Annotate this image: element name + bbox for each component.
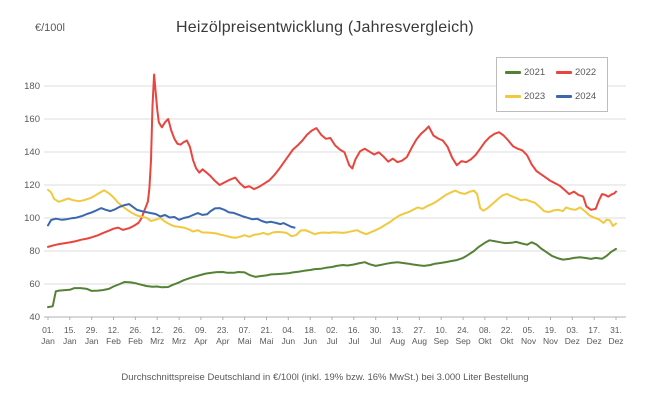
x-axis-tick-label-day: 16. <box>348 325 360 335</box>
x-axis-tick-label-month: Jul <box>370 336 381 346</box>
legend-swatch <box>556 70 572 74</box>
x-axis-tick-label-day: 21. <box>261 325 273 335</box>
y-axis-tick-label: 180 <box>24 81 40 92</box>
x-axis-tick-label-month: Sep <box>434 336 449 346</box>
x-axis-tick-label-day: 08. <box>479 325 491 335</box>
x-axis-tick-label-month: Jan <box>63 336 77 346</box>
legend-label: 2024 <box>575 91 597 103</box>
legend-item-2021: 2021 <box>505 67 545 78</box>
y-axis-tick-label: 140 <box>24 147 40 158</box>
x-axis-tick-label-month: Nov <box>521 336 537 346</box>
x-axis-tick-label-day: 30. <box>370 325 382 335</box>
x-axis-tick-label-day: 09. <box>195 325 207 335</box>
legend-item-2024: 2024 <box>556 91 596 102</box>
legend-item-2022: 2022 <box>556 67 596 78</box>
x-axis-tick-label-month: Dez <box>565 336 580 346</box>
x-axis-tick-label-month: Jul <box>327 336 338 346</box>
x-axis-tick-label-day: 15. <box>64 325 76 335</box>
x-axis-tick-label-day: 18. <box>304 325 316 335</box>
y-axis-tick-label: 60 <box>29 279 40 290</box>
y-axis-tick-label: 120 <box>24 180 40 191</box>
series-line-2022 <box>47 73 617 248</box>
x-axis-tick-label-month: Jan <box>41 336 55 346</box>
x-axis-tick-label-month: Mrz <box>150 336 164 346</box>
x-axis-tick-label-day: 10. <box>435 325 447 335</box>
x-axis-tick-label-month: Aug <box>390 336 405 346</box>
x-axis-tick-label-day: 17. <box>588 325 600 335</box>
y-axis-tick-label: 100 <box>24 213 40 224</box>
chart-footnote: Durchschnittspreise Deutschland in €/100… <box>121 372 529 383</box>
legend-swatch <box>505 70 521 74</box>
x-axis-tick-label-day: 26. <box>129 325 141 335</box>
x-axis-tick-label-month: Mrz <box>172 336 186 346</box>
x-axis-tick-label-day: 31. <box>610 325 622 335</box>
series-line-2021 <box>47 239 617 309</box>
x-axis-tick-label-month: Jan <box>85 336 99 346</box>
legend-item-2023: 2023 <box>505 91 545 102</box>
x-axis-tick-label-month: Feb <box>106 336 121 346</box>
y-axis-unit-label: €/100l <box>35 22 65 34</box>
y-axis-tick-label: 80 <box>29 246 40 257</box>
chart-title: Heizölpreisentwicklung (Jahresvergleich) <box>176 19 474 36</box>
x-axis-tick-label-day: 03. <box>566 325 578 335</box>
x-axis-tick-label-day: 05. <box>523 325 535 335</box>
legend-label: 2021 <box>524 66 546 78</box>
x-axis-tick-label-month: Apr <box>194 336 207 346</box>
x-axis-tick-label-month: Jul <box>348 336 359 346</box>
y-axis-tick-label: 40 <box>29 312 40 323</box>
x-axis-tick-label-day: 02. <box>326 325 338 335</box>
x-axis-tick-label-month: Sep <box>456 336 471 346</box>
x-axis-tick-label-month: Dez <box>587 336 602 346</box>
x-axis-tick-label-month: Jun <box>281 336 295 346</box>
x-axis-tick-label-month: Mai <box>260 336 274 346</box>
x-axis-tick-label-day: 23. <box>217 325 229 335</box>
x-axis-tick-label-day: 01. <box>42 325 54 335</box>
x-axis-tick-label-day: 29. <box>86 325 98 335</box>
x-axis-tick-label-month: Feb <box>128 336 143 346</box>
legend-label: 2023 <box>524 91 546 103</box>
legend-swatch <box>556 95 572 99</box>
x-axis-tick-label-day: 12. <box>151 325 163 335</box>
series-line-2024 <box>47 203 296 229</box>
x-axis-tick-label-month: Mai <box>238 336 252 346</box>
x-axis-tick-label-day: 19. <box>545 325 557 335</box>
x-axis-tick-label-month: Nov <box>543 336 559 346</box>
x-axis-tick-label-day: 07. <box>239 325 251 335</box>
legend-label: 2022 <box>575 66 597 78</box>
x-axis-tick-label-day: 27. <box>413 325 425 335</box>
x-axis-tick-label-month: Okt <box>500 336 514 346</box>
legend-swatch <box>505 95 521 99</box>
x-axis-tick-label-day: 22. <box>501 325 513 335</box>
x-axis-tick-label-month: Apr <box>216 336 229 346</box>
series-line-2023 <box>47 188 617 239</box>
x-axis-tick-label-month: Dez <box>608 336 623 346</box>
x-axis-tick-label-day: 26. <box>173 325 185 335</box>
x-axis-tick-label-day: 13. <box>392 325 404 335</box>
legend: 2021 2022 2023 2024 <box>496 57 608 112</box>
x-axis-tick-label-month: Aug <box>412 336 427 346</box>
x-axis-tick-label-month: Jun <box>303 336 317 346</box>
x-axis-tick-label-day: 12. <box>108 325 120 335</box>
y-axis-tick-label: 160 <box>24 114 40 125</box>
x-axis-tick-label-month: Okt <box>478 336 492 346</box>
x-axis-tick-label-day: 24. <box>457 325 469 335</box>
x-axis-tick-label-day: 04. <box>282 325 294 335</box>
